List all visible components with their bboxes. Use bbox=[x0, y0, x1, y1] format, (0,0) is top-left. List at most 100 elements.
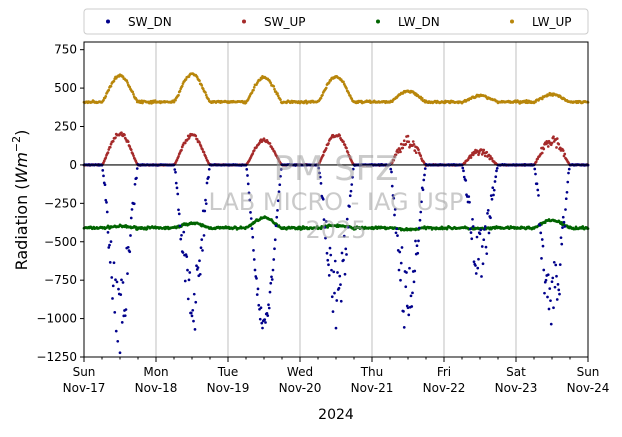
x-tick-label-date: Nov-18 bbox=[135, 381, 178, 395]
data-point bbox=[193, 328, 197, 331]
data-point bbox=[172, 100, 176, 104]
data-point bbox=[480, 275, 483, 278]
y-tick-label: 750 bbox=[54, 43, 77, 57]
data-point bbox=[470, 237, 474, 241]
data-point bbox=[259, 306, 263, 310]
y-axis-label: Radiation (Wm−2) bbox=[10, 130, 31, 271]
data-point bbox=[126, 245, 130, 249]
data-point bbox=[476, 266, 480, 270]
x-tick-label-date: Nov-24 bbox=[567, 381, 610, 395]
data-point bbox=[129, 216, 133, 220]
data-point bbox=[534, 172, 537, 176]
data-point bbox=[413, 269, 417, 273]
data-point bbox=[186, 268, 189, 272]
data-point bbox=[184, 78, 188, 81]
data-point bbox=[132, 92, 135, 96]
data-point bbox=[114, 329, 118, 333]
y-tick-label: 250 bbox=[54, 120, 77, 134]
data-point bbox=[190, 314, 194, 318]
data-point bbox=[121, 75, 125, 78]
data-point bbox=[321, 153, 325, 157]
data-point bbox=[540, 151, 544, 155]
data-point bbox=[350, 183, 354, 186]
data-point bbox=[264, 321, 267, 324]
data-point bbox=[342, 80, 345, 84]
data-point bbox=[402, 326, 406, 329]
data-point bbox=[204, 202, 208, 206]
data-point bbox=[480, 245, 484, 248]
data-point bbox=[133, 182, 137, 186]
data-point bbox=[250, 91, 254, 94]
data-point bbox=[113, 310, 117, 314]
x-tick-label-date: Nov-22 bbox=[423, 381, 466, 395]
legend-marker bbox=[242, 19, 246, 24]
data-point bbox=[319, 96, 323, 100]
data-point bbox=[418, 218, 422, 222]
data-point bbox=[339, 299, 343, 303]
data-point bbox=[192, 319, 195, 323]
y-tick-label: −1250 bbox=[36, 350, 77, 364]
data-point bbox=[348, 154, 351, 158]
data-point bbox=[560, 221, 564, 224]
data-point bbox=[126, 140, 130, 144]
data-point bbox=[252, 88, 255, 92]
data-point bbox=[201, 87, 205, 91]
data-point bbox=[472, 260, 476, 264]
data-point bbox=[270, 278, 274, 281]
legend-marker bbox=[376, 19, 380, 24]
data-point bbox=[111, 139, 115, 143]
data-point bbox=[272, 85, 276, 88]
data-point bbox=[199, 144, 203, 148]
data-point bbox=[322, 218, 326, 221]
data-point bbox=[249, 217, 253, 220]
data-point bbox=[249, 211, 252, 214]
data-point bbox=[564, 208, 567, 211]
data-point bbox=[111, 297, 114, 300]
data-point bbox=[558, 292, 561, 296]
data-point bbox=[390, 184, 394, 188]
data-point bbox=[330, 268, 333, 272]
data-point bbox=[461, 166, 465, 170]
y-axis: 750 500 250 0 −250 −500 −750 −1000 −1250 bbox=[36, 43, 84, 364]
data-point bbox=[413, 149, 417, 152]
data-point bbox=[256, 287, 260, 291]
data-point bbox=[342, 258, 345, 262]
data-point bbox=[420, 200, 423, 204]
data-point bbox=[101, 169, 105, 172]
data-point bbox=[486, 212, 489, 215]
data-point bbox=[540, 97, 544, 101]
data-point bbox=[107, 148, 111, 151]
data-point bbox=[118, 351, 122, 355]
data-point bbox=[145, 227, 149, 231]
data-point bbox=[253, 268, 257, 272]
data-point bbox=[114, 136, 117, 140]
data-point bbox=[475, 235, 479, 239]
data-point bbox=[416, 251, 420, 255]
data-point bbox=[198, 259, 201, 263]
x-tick-label-day: Sun bbox=[73, 365, 96, 379]
data-point bbox=[412, 143, 416, 146]
data-point bbox=[276, 199, 280, 203]
data-point bbox=[179, 237, 183, 241]
data-point bbox=[348, 194, 352, 198]
data-point bbox=[546, 273, 550, 277]
y-axis-label-close: ) bbox=[12, 130, 31, 136]
data-point bbox=[541, 244, 545, 248]
data-point bbox=[402, 310, 405, 313]
data-point bbox=[135, 176, 138, 180]
data-point bbox=[189, 311, 193, 315]
y-tick-label: 500 bbox=[54, 81, 77, 95]
data-point bbox=[121, 281, 125, 284]
data-point bbox=[115, 280, 119, 284]
data-point bbox=[345, 253, 348, 256]
data-point bbox=[482, 148, 486, 152]
data-point bbox=[276, 92, 279, 95]
data-point bbox=[419, 210, 423, 214]
data-point bbox=[273, 238, 277, 242]
data-point bbox=[104, 94, 108, 98]
data-point bbox=[135, 167, 139, 170]
data-point bbox=[104, 156, 108, 160]
data-point bbox=[399, 142, 403, 146]
data-point bbox=[120, 321, 124, 324]
data-point bbox=[393, 208, 397, 211]
